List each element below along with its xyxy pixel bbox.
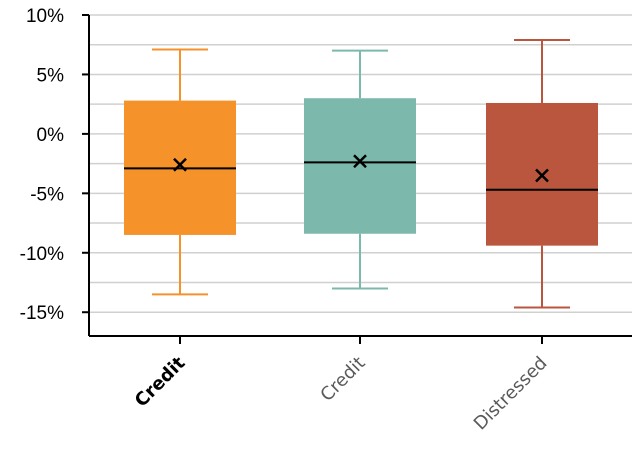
mean-marker: [535, 168, 549, 183]
y-tick-label: -10%: [20, 244, 64, 265]
mean-marker: [353, 154, 367, 169]
x-category-label: Distressed: [470, 353, 552, 435]
box-layer: [124, 38, 598, 309]
y-tick-label: 0%: [37, 125, 65, 146]
y-tick-label: -5%: [30, 184, 64, 205]
y-tick-label: -15%: [20, 303, 64, 324]
mean-marker-stroke: [173, 157, 187, 172]
label-layer: 10% 5% 0% -5% -10% -15% Credit Credit Distressed: [20, 6, 552, 434]
axis-layer: [82, 14, 632, 344]
x-category-label: Credit: [316, 353, 369, 406]
mean-marker-stroke: [535, 168, 549, 183]
mean-marker: [173, 157, 187, 172]
y-tick-label: 10%: [26, 6, 64, 27]
x-category-label: Credit: [131, 352, 190, 411]
box-iqr: [304, 98, 416, 234]
mean-marker-stroke: [353, 154, 367, 169]
y-tick-label: 5%: [37, 65, 65, 86]
